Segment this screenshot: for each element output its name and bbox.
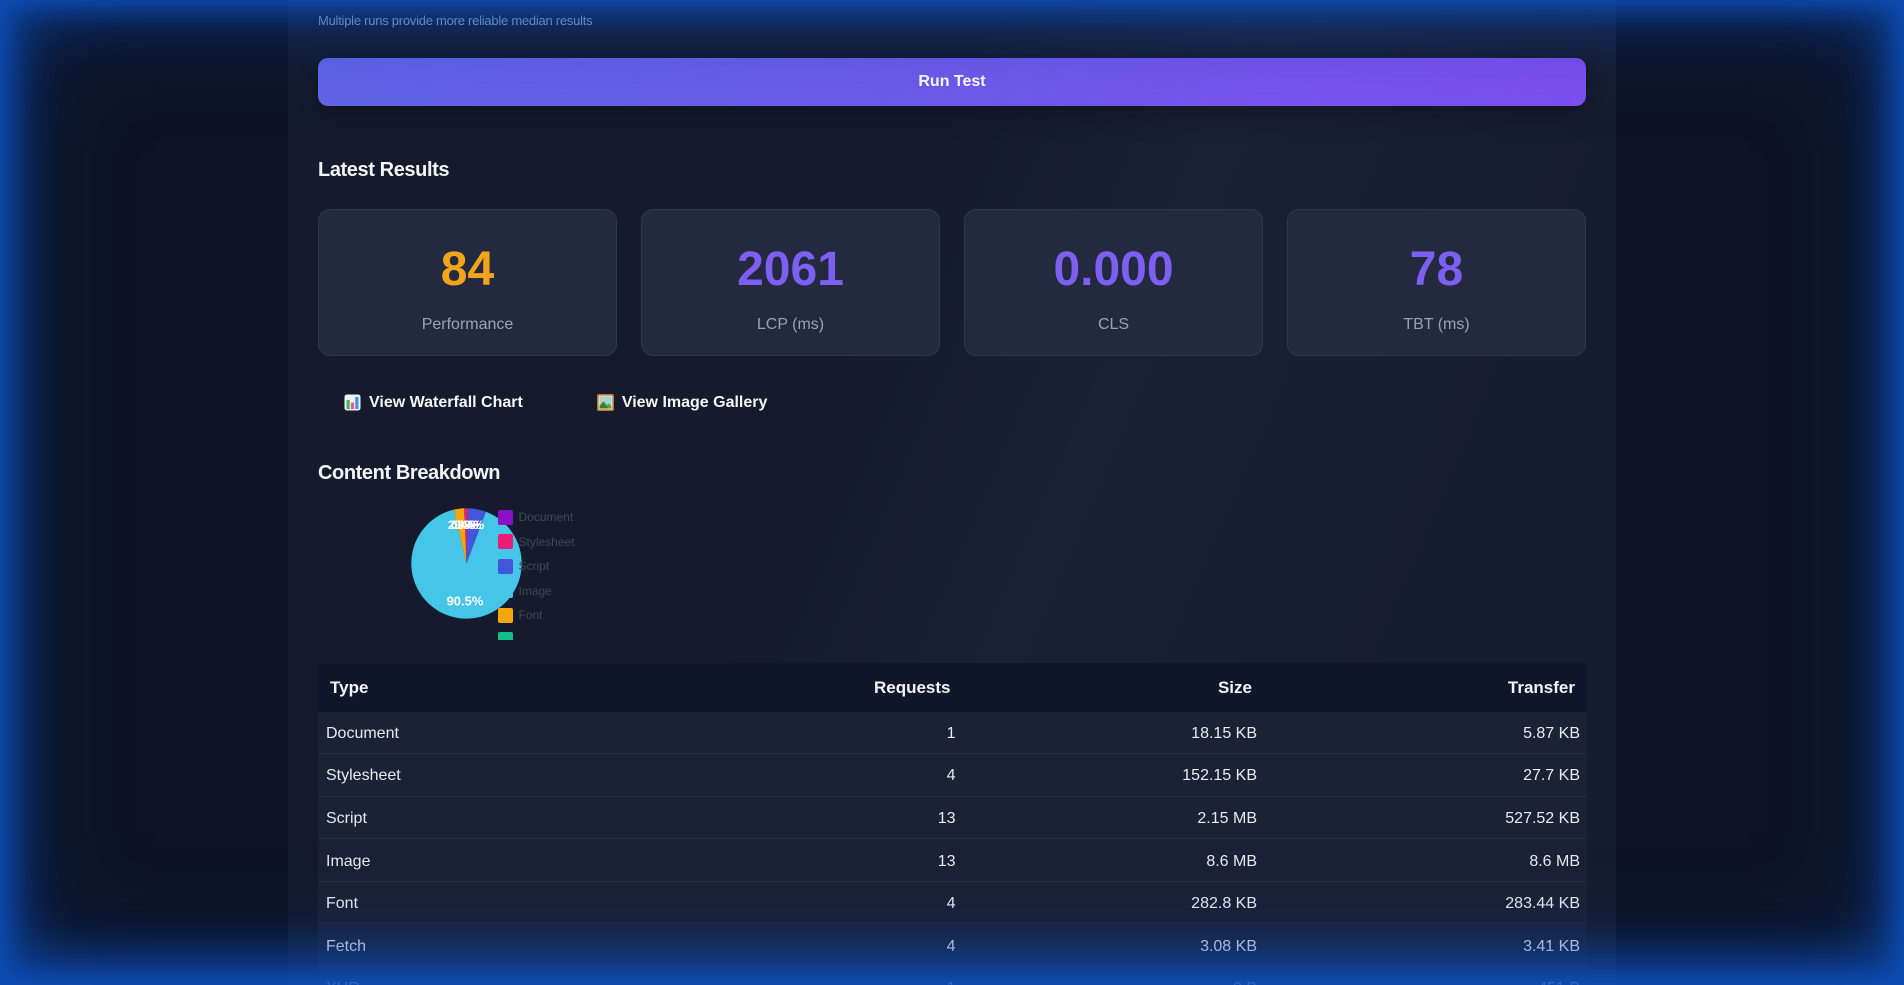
svg-text:0.4%: 0.4% [451,518,479,532]
svg-text:7.4%: 7.4% [457,518,485,532]
svg-text:9.8%: 9.8% [454,518,482,532]
svg-text:90.5%: 90.5% [447,594,484,609]
svg-text:2.9%: 2.9% [448,518,476,532]
